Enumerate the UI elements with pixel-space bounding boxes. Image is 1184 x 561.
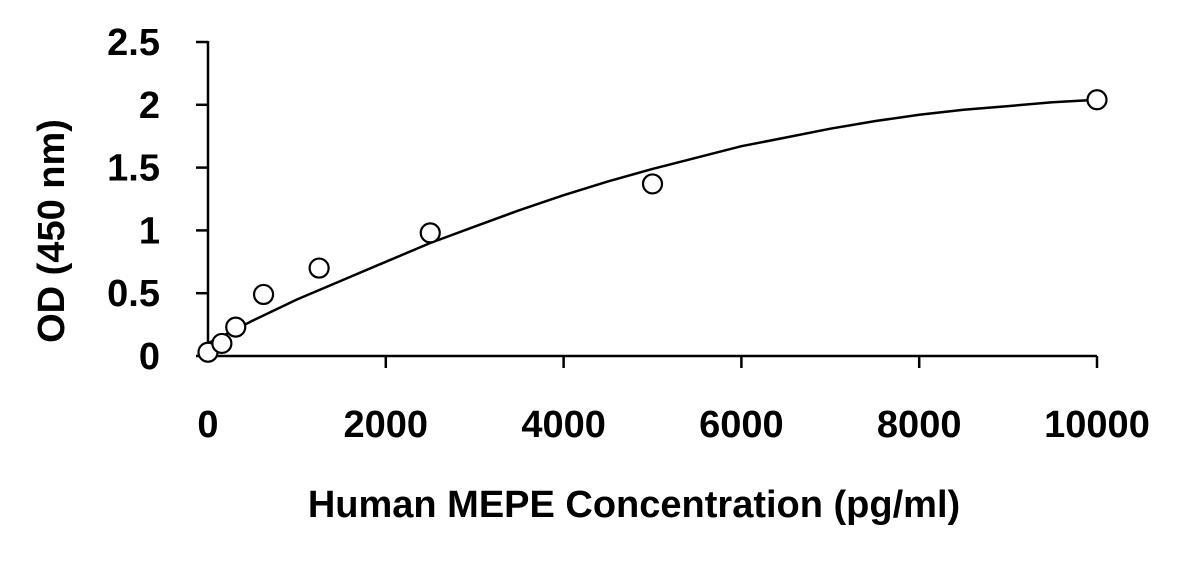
x-tick-label: 4000 <box>521 404 606 446</box>
y-tick-label: 2.5 <box>107 22 160 64</box>
chart-axes <box>206 41 1097 358</box>
data-point <box>1086 89 1108 111</box>
y-tick-label: 0 <box>139 336 160 378</box>
y-tick-label: 2 <box>139 85 160 127</box>
data-point <box>225 316 247 338</box>
x-tick-label: 10000 <box>1044 404 1150 446</box>
y-axis-ticks: 0 0.5 1 1.5 2 2.5 <box>107 22 208 378</box>
y-tick-label: 1 <box>139 210 160 252</box>
y-tick-label: 0.5 <box>107 273 160 315</box>
data-points <box>197 89 1108 363</box>
data-point <box>252 283 275 306</box>
data-point <box>211 332 233 355</box>
x-tick-label: 8000 <box>877 404 962 446</box>
x-tick-label: 2000 <box>344 404 429 446</box>
data-point <box>641 173 664 195</box>
x-axis-title: Human MEPE Concentration (pg/ml) <box>308 484 960 526</box>
x-tick-label: 6000 <box>699 404 784 446</box>
x-tick-label: 0 <box>197 404 218 446</box>
x-axis-ticks: 0 2000 4000 6000 8000 10000 <box>197 356 1150 446</box>
y-tick-label: 1.5 <box>107 148 160 190</box>
data-point <box>419 222 441 244</box>
fit-curve <box>207 98 1098 345</box>
y-axis-title: OD (450 nm) <box>31 119 73 343</box>
data-point <box>308 257 330 279</box>
